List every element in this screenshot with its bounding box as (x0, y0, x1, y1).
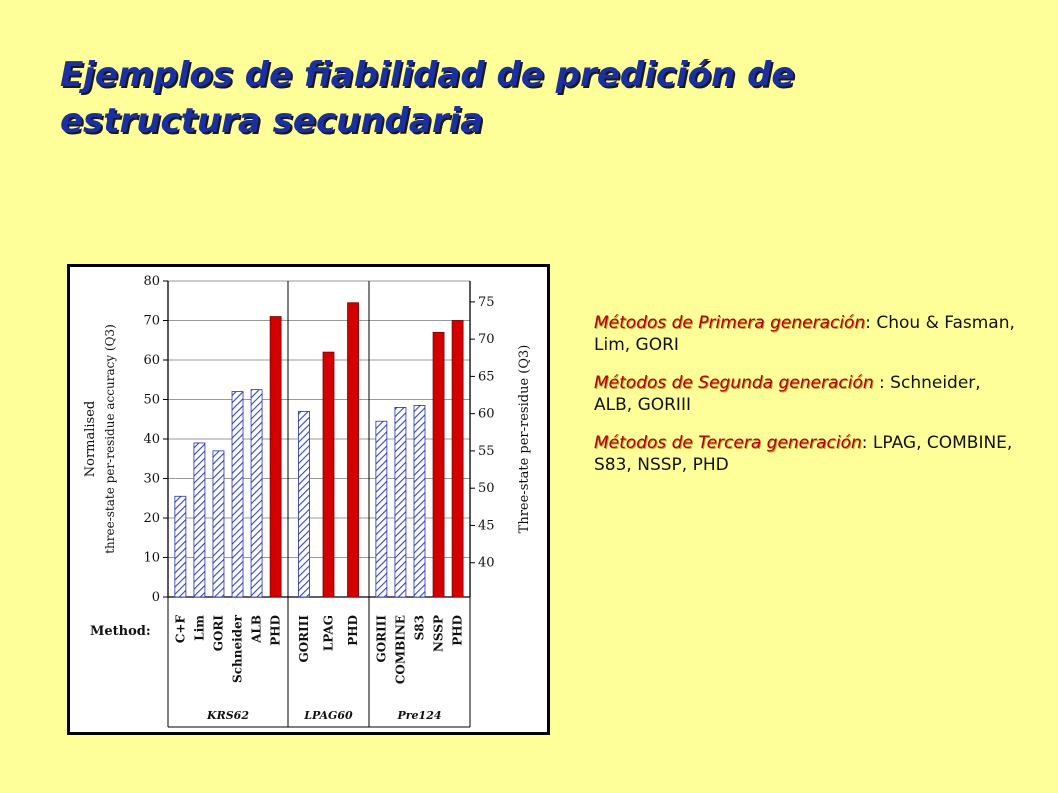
note-third-generation-head: Métodos de Tercera generación (594, 433, 862, 453)
bar-krs62-phd (269, 316, 282, 598)
bar-krs62-lim (193, 442, 206, 598)
y-tick-label-left: 40 (143, 432, 160, 447)
y-tick-label-right: 60 (478, 407, 495, 422)
y-tick-label-left: 70 (143, 314, 160, 329)
group-label: LPAG60 (303, 709, 353, 722)
y-axis-title-left-1: Normalised (83, 401, 98, 478)
x-tick-label: LPAG (322, 615, 336, 651)
bar-lpag60-phd (347, 302, 359, 598)
y-tick-label-right: 65 (478, 369, 495, 384)
chart-frame: 0 10 20 30 40 50 60 70 80 40 45 50 55 60 65 70 75 Normali… (67, 264, 550, 735)
y-tick-label-left: 50 (143, 393, 160, 408)
y-axis-title-left-2: three-state per-residue accuracy (Q3) (103, 324, 117, 554)
y-tick-label-right: 70 (478, 332, 495, 347)
x-tick-label: NSSP (432, 615, 446, 652)
y-tick-label-right: 45 (478, 518, 495, 533)
x-tick-label: PHD (346, 615, 360, 646)
note-first-generation-head: Métodos de Primera generación (594, 313, 866, 333)
y-axis-title-right: Three-state per-residue (Q3) (517, 345, 532, 534)
bar-lpag60-lpag (322, 351, 335, 598)
note-second-generation: Métodos de Segunda generación : Schneide… (594, 372, 1024, 416)
note-first-generation-text: : Chou & Fasman, Lim, GORI (594, 313, 1015, 355)
y-tick-label-left: 10 (143, 551, 160, 566)
y-tick-label-right: 40 (478, 556, 495, 571)
note-second-generation-text: : Schneider, ALB, GORIII (594, 373, 981, 415)
y-tick-label-left: 80 (143, 274, 160, 289)
group-label: KRS62 (206, 709, 249, 722)
bar-lpag60-goriii (298, 410, 310, 598)
y-tick-label-left: 60 (143, 353, 160, 368)
bar-pre124-nssp (432, 331, 445, 598)
bar-pre124-combine (394, 406, 407, 598)
title-line-2: estructura secundaria (60, 101, 484, 141)
x-tick-label: Schneider (231, 614, 245, 683)
bar-krs62-schneider (231, 391, 244, 598)
note-second-generation-head: Métodos de Segunda generación (594, 373, 880, 393)
generation-notes: Métodos de Primera generación: Chou & Fa… (594, 312, 1024, 492)
method-label: Method: (90, 624, 151, 639)
x-tick-label: COMBINE (393, 615, 407, 684)
y-tick-label-left: 0 (152, 590, 160, 605)
x-tick-label: GORIII (374, 615, 388, 663)
group-label: Pre124 (396, 709, 441, 722)
x-tick-label: Lim (192, 615, 206, 641)
y-tick-label-left: 20 (143, 511, 160, 526)
x-tick-label: C+F (173, 615, 187, 644)
y-tick-label-right: 55 (478, 444, 495, 459)
title-line-1: Ejemplos de fiabilidad de predición de (60, 55, 795, 95)
bar-krs62-gori (212, 450, 225, 598)
bar-chart: 0 10 20 30 40 50 60 70 80 40 45 50 55 60 65 70 75 Normali… (83, 274, 532, 728)
bar-pre124-goriii (375, 420, 388, 598)
y-tick-label-right: 75 (478, 295, 495, 310)
bar-pre124-phd (451, 320, 464, 598)
note-third-generation: Métodos de Tercera generación: LPAG, COM… (594, 432, 1024, 476)
x-tick-label: GORI (211, 615, 225, 652)
x-tick-label: S83 (413, 615, 427, 640)
x-tick-label: GORIII (297, 615, 311, 663)
bar-krs62-alb (250, 389, 263, 598)
note-third-generation-text: : LPAG, COMBINE, S83, NSSP, PHD (594, 433, 1013, 475)
chart-image: 0 10 20 30 40 50 60 70 80 40 45 50 55 60 65 70 75 Normali… (70, 267, 547, 732)
x-tick-label: ALB (250, 615, 264, 644)
note-first-generation: Métodos de Primera generación: Chou & Fa… (594, 312, 1024, 356)
x-tick-label: PHD (269, 615, 283, 646)
y-tick-label-right: 50 (478, 481, 495, 496)
x-tick-label: PHD (451, 615, 465, 646)
bar-pre124-s83 (413, 405, 426, 598)
slide-title: Ejemplos de fiabilidad de predición de e… (60, 52, 960, 144)
y-tick-label-left: 30 (143, 472, 160, 487)
bar-krs62-cf (174, 495, 187, 598)
